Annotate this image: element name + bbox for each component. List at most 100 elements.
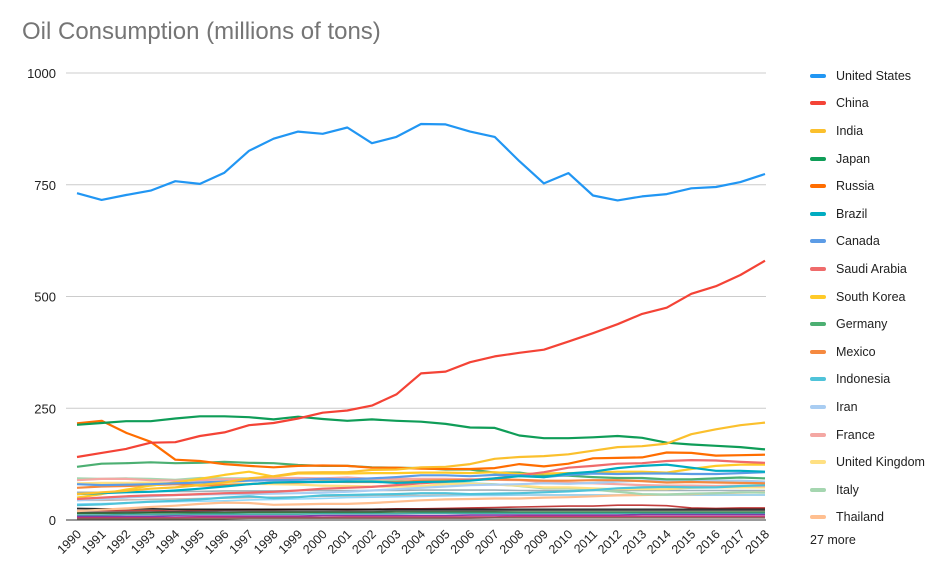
series-line-russia bbox=[76, 419, 766, 471]
legend-item[interactable]: Russia bbox=[810, 172, 945, 200]
series-line-japan bbox=[76, 415, 766, 451]
x-tick-label: 2007 bbox=[472, 527, 502, 557]
legend-item[interactable]: Indonesia bbox=[810, 366, 945, 394]
legend-swatch bbox=[810, 128, 826, 133]
legend-swatch bbox=[810, 156, 826, 161]
series-line-india bbox=[76, 421, 766, 496]
background-series bbox=[76, 489, 765, 520]
y-tick-label: 1000 bbox=[27, 66, 56, 81]
series-line-brazil bbox=[76, 463, 766, 496]
series-line-other bbox=[77, 509, 765, 514]
x-tick-label: 2009 bbox=[521, 527, 551, 557]
x-tick-label: 2018 bbox=[743, 527, 773, 557]
legend-item[interactable]: United States bbox=[810, 62, 945, 90]
legend-item[interactable]: Canada bbox=[810, 228, 945, 256]
legend-label: Brazil bbox=[836, 206, 868, 221]
series-line-other bbox=[76, 507, 765, 511]
legend-swatch bbox=[810, 487, 826, 492]
x-tick-label: 1993 bbox=[128, 527, 158, 557]
legend-label: United Kingdom bbox=[836, 455, 925, 470]
series-line-other bbox=[77, 511, 765, 515]
legend-swatch bbox=[810, 322, 826, 327]
legend-label: Russia bbox=[836, 179, 875, 194]
legend-label: Iran bbox=[836, 399, 858, 414]
x-tick-label: 2001 bbox=[325, 527, 355, 557]
x-tick-label: 2012 bbox=[595, 527, 625, 557]
x-tick-label: 2005 bbox=[423, 527, 453, 557]
legend-label: Indonesia bbox=[836, 372, 891, 387]
y-tick-label: 0 bbox=[49, 513, 56, 528]
y-tick-label: 750 bbox=[34, 178, 56, 193]
x-tick-label: 1997 bbox=[227, 527, 257, 557]
x-tick-label: 2010 bbox=[546, 527, 576, 557]
legend-swatch bbox=[810, 404, 826, 409]
x-tick-label: 2014 bbox=[644, 527, 674, 557]
x-tick-label: 1996 bbox=[202, 527, 232, 557]
x-tick-label: 2008 bbox=[497, 527, 527, 557]
legend-item[interactable]: Mexico bbox=[810, 338, 945, 366]
x-tick-label: 1999 bbox=[276, 527, 306, 557]
x-tick-label: 2002 bbox=[349, 527, 379, 557]
series-line-other bbox=[77, 515, 765, 519]
legend-item[interactable]: France bbox=[810, 421, 945, 449]
legend-label: Italy bbox=[836, 482, 859, 497]
legend-label: United States bbox=[836, 68, 912, 83]
series-line-other bbox=[77, 489, 765, 494]
series-line-other bbox=[77, 517, 765, 520]
legend-swatch bbox=[810, 73, 826, 78]
x-tick-label: 2017 bbox=[718, 527, 748, 557]
legend-item[interactable]: Saudi Arabia bbox=[810, 255, 945, 283]
x-tick-label: 2003 bbox=[374, 527, 404, 557]
legend-label: Mexico bbox=[836, 344, 876, 359]
legend-swatch bbox=[810, 460, 826, 465]
x-tick-label: 2016 bbox=[693, 527, 723, 557]
legend-item[interactable]: Germany bbox=[810, 310, 945, 338]
series-line-saudi-arabia bbox=[76, 459, 766, 501]
x-tick-label: 1990 bbox=[55, 527, 85, 557]
legend-swatch bbox=[810, 184, 826, 189]
legend-label: Japan bbox=[836, 151, 871, 166]
legend-swatch bbox=[810, 377, 826, 382]
x-tick-label: 1995 bbox=[177, 527, 207, 557]
x-tick-label: 1994 bbox=[153, 527, 183, 557]
legend-item[interactable]: Iran bbox=[810, 393, 945, 421]
legend-item[interactable]: Thailand bbox=[810, 504, 945, 532]
series-line-indonesia bbox=[76, 484, 766, 507]
series-line-other bbox=[77, 512, 765, 516]
legend-label: France bbox=[836, 427, 875, 442]
series-line-united-states bbox=[76, 122, 766, 202]
legend-item[interactable]: Italy bbox=[810, 476, 945, 504]
x-tick-label: 1991 bbox=[79, 527, 109, 557]
y-tick-label: 500 bbox=[34, 290, 56, 305]
legend-item[interactable]: United Kingdom bbox=[810, 448, 945, 476]
legend-item[interactable]: Brazil bbox=[810, 200, 945, 228]
legend-items: United States China India Japan Russia Brazil… bbox=[810, 62, 945, 531]
legend-swatch bbox=[810, 211, 826, 216]
legend-label: Germany bbox=[836, 317, 888, 332]
series-line-south-korea bbox=[76, 463, 765, 499]
legend: United States China India Japan Russia Brazil… bbox=[810, 62, 945, 547]
legend-label: Saudi Arabia bbox=[836, 261, 907, 276]
x-tick-label: 2013 bbox=[620, 527, 650, 557]
y-axis: 0 250 500 750 1000 bbox=[27, 66, 56, 528]
series-line-canada bbox=[76, 471, 766, 487]
x-axis: 1990199119921993199419951996199719981999… bbox=[55, 527, 773, 557]
x-tick-label: 1992 bbox=[104, 527, 134, 557]
legend-item[interactable]: China bbox=[810, 90, 945, 118]
legend-item[interactable]: South Korea bbox=[810, 283, 945, 311]
gridlines bbox=[66, 72, 766, 521]
legend-item[interactable]: India bbox=[810, 117, 945, 145]
legend-item[interactable]: Japan bbox=[810, 145, 945, 173]
legend-swatch bbox=[810, 266, 826, 271]
legend-more-link[interactable]: 27 more bbox=[810, 533, 856, 548]
x-tick-label: 2015 bbox=[669, 527, 699, 557]
x-tick-label: 1998 bbox=[251, 527, 281, 557]
legend-swatch bbox=[810, 515, 826, 520]
x-tick-label: 2011 bbox=[571, 527, 600, 556]
legend-label: South Korea bbox=[836, 289, 906, 304]
legend-label: China bbox=[836, 96, 869, 111]
series-line-china bbox=[76, 259, 766, 459]
y-tick-label: 250 bbox=[34, 401, 56, 416]
x-tick-label: 2006 bbox=[448, 527, 478, 557]
